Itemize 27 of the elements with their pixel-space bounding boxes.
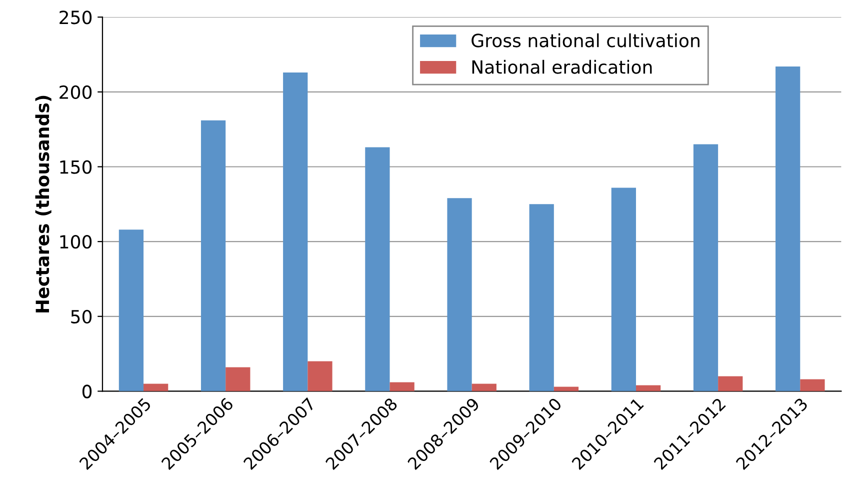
legend-label: National eradication <box>472 60 652 74</box>
bar <box>611 188 636 392</box>
y-tick-label: 200 <box>60 85 92 100</box>
bar <box>283 72 308 392</box>
bar <box>800 379 825 392</box>
bar <box>472 384 496 392</box>
bar <box>447 198 472 392</box>
bar <box>636 385 661 392</box>
bar <box>529 204 554 392</box>
bar <box>390 382 414 392</box>
y-tick-label: 50 <box>71 310 92 324</box>
bar <box>718 376 743 392</box>
y-tick-label: 0 <box>82 384 92 398</box>
y-tick-label: 250 <box>60 10 92 24</box>
bar <box>365 147 390 392</box>
bar <box>776 66 800 392</box>
bar <box>554 386 579 392</box>
y-tick-label: 150 <box>60 160 92 174</box>
legend-label: Gross national cultivation <box>472 33 700 48</box>
bar <box>144 384 168 392</box>
bar <box>200 120 226 392</box>
y-tick-label: 100 <box>60 235 92 249</box>
y-axis-title: Hectares (thousands) <box>35 96 52 312</box>
bar <box>226 367 250 392</box>
bar <box>308 361 332 392</box>
bar <box>118 230 144 392</box>
bar <box>693 144 718 392</box>
